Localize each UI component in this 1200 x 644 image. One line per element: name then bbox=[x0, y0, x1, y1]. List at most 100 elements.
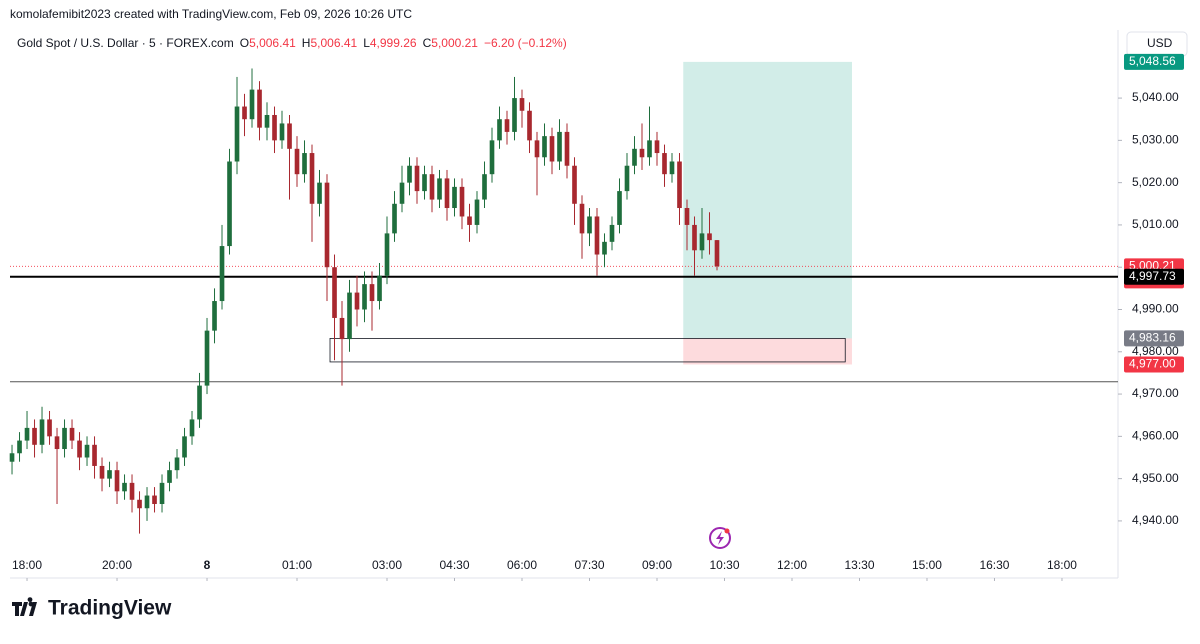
candle-body bbox=[669, 161, 675, 175]
candle-body bbox=[549, 136, 555, 162]
candle-body bbox=[429, 174, 435, 200]
y-tick-label: 5,030.00 bbox=[1132, 133, 1179, 147]
x-tick-label: 06:00 bbox=[507, 558, 537, 572]
candle-body bbox=[504, 119, 510, 132]
x-tick-label: 01:00 bbox=[282, 558, 312, 572]
candle-body bbox=[662, 153, 667, 175]
logo bbox=[12, 597, 37, 616]
events-icon[interactable] bbox=[709, 527, 731, 549]
candle-body bbox=[167, 470, 172, 483]
candle-body bbox=[377, 275, 382, 302]
y-tick-label: 4,960.00 bbox=[1132, 429, 1179, 443]
brand: TradingView bbox=[48, 597, 172, 620]
candle-body bbox=[714, 240, 720, 267]
candle-body bbox=[204, 330, 210, 386]
candle-body bbox=[159, 482, 165, 505]
candle-body bbox=[482, 174, 487, 200]
candle-body bbox=[534, 140, 540, 158]
candle-body bbox=[54, 436, 60, 450]
candle-body bbox=[594, 216, 600, 255]
profit-zone bbox=[683, 61, 852, 339]
price-label-box bbox=[1124, 330, 1184, 347]
x-tick-label: 20:00 bbox=[102, 558, 132, 572]
candle-body bbox=[684, 208, 690, 225]
candle-body bbox=[384, 233, 390, 276]
candle-body bbox=[197, 385, 202, 420]
candle-body bbox=[422, 174, 427, 192]
ohlc-label: L bbox=[363, 36, 370, 50]
candle-body bbox=[339, 317, 345, 340]
candle-body bbox=[189, 419, 195, 437]
candle-body bbox=[557, 131, 562, 162]
candle-body bbox=[249, 89, 255, 120]
candle-body bbox=[699, 233, 705, 251]
candle-body bbox=[617, 191, 622, 225]
candle-body bbox=[587, 216, 592, 234]
candle-body bbox=[407, 165, 412, 183]
symbol: Gold Spot / U.S. Dollar · 5 · FOREX.com bbox=[17, 36, 234, 50]
candle-body bbox=[609, 224, 615, 242]
candle-body bbox=[399, 182, 405, 204]
candle-body bbox=[242, 106, 247, 120]
y-tick-label: 5,040.00 bbox=[1132, 90, 1179, 104]
candle-body bbox=[302, 153, 307, 175]
candle-body bbox=[77, 440, 82, 458]
candle-body bbox=[654, 140, 660, 154]
x-tick-label: 18:00 bbox=[12, 558, 42, 572]
price-label: 5,048.56 bbox=[1129, 54, 1176, 68]
candle-body bbox=[452, 186, 457, 209]
candle-body bbox=[24, 427, 30, 441]
candle-body bbox=[459, 186, 465, 217]
ohlc-value: 5,006.41 bbox=[310, 36, 357, 50]
candle-body bbox=[602, 241, 607, 255]
x-tick-label: 04:30 bbox=[439, 558, 469, 572]
candle-body bbox=[332, 267, 337, 318]
candle-body bbox=[512, 98, 517, 132]
x-tick-label: 07:30 bbox=[574, 558, 604, 572]
ohlc-value: 5,006.41 bbox=[249, 36, 296, 50]
candle-body bbox=[564, 131, 570, 166]
candle-body bbox=[579, 203, 585, 234]
candle-body bbox=[39, 419, 45, 445]
candle-body bbox=[437, 178, 442, 200]
candle-body bbox=[144, 495, 150, 509]
x-tick-label: 09:00 bbox=[642, 558, 672, 572]
x-tick-label: 8 bbox=[204, 558, 211, 572]
price-label-box bbox=[1124, 356, 1184, 373]
candle-body bbox=[212, 301, 217, 331]
candle-body bbox=[309, 153, 315, 204]
price-label: 4,997.73 bbox=[1129, 269, 1176, 283]
candle-body bbox=[152, 495, 157, 505]
candle-body bbox=[497, 119, 502, 141]
candle-body bbox=[392, 203, 397, 234]
candle-body bbox=[542, 136, 547, 158]
candle-body bbox=[324, 182, 330, 268]
ohlc-value: 4,999.26 bbox=[370, 36, 417, 50]
candle-body bbox=[677, 161, 682, 209]
candle-body bbox=[114, 470, 120, 492]
candle-body bbox=[219, 246, 225, 302]
candle-body bbox=[362, 284, 367, 310]
candle-body bbox=[264, 114, 270, 128]
attribution: komolafemibit2023 created with TradingVi… bbox=[10, 7, 412, 21]
x-tick-label: 10:30 bbox=[709, 558, 739, 572]
candle-body bbox=[527, 110, 532, 141]
candle-body bbox=[47, 419, 52, 437]
y-tick-label: 4,970.00 bbox=[1132, 386, 1179, 400]
x-tick-label: 18:00 bbox=[1047, 558, 1077, 572]
candle-body bbox=[84, 444, 90, 458]
candle-body bbox=[137, 499, 142, 509]
candle-body bbox=[182, 436, 187, 458]
candle-body bbox=[92, 444, 97, 466]
currency[interactable]: USD bbox=[1147, 36, 1173, 50]
candle-body bbox=[234, 106, 240, 162]
candle-body bbox=[354, 292, 360, 310]
candle-body bbox=[692, 224, 697, 251]
candle-body bbox=[647, 140, 652, 158]
symbol-legend: Gold Spot / U.S. Dollar · 5 · FOREX.com O… bbox=[17, 36, 567, 50]
y-tick-label: 5,020.00 bbox=[1132, 175, 1179, 189]
candle-body bbox=[639, 148, 645, 158]
candle-body bbox=[294, 148, 300, 175]
x-tick-label: 15:00 bbox=[912, 558, 942, 572]
